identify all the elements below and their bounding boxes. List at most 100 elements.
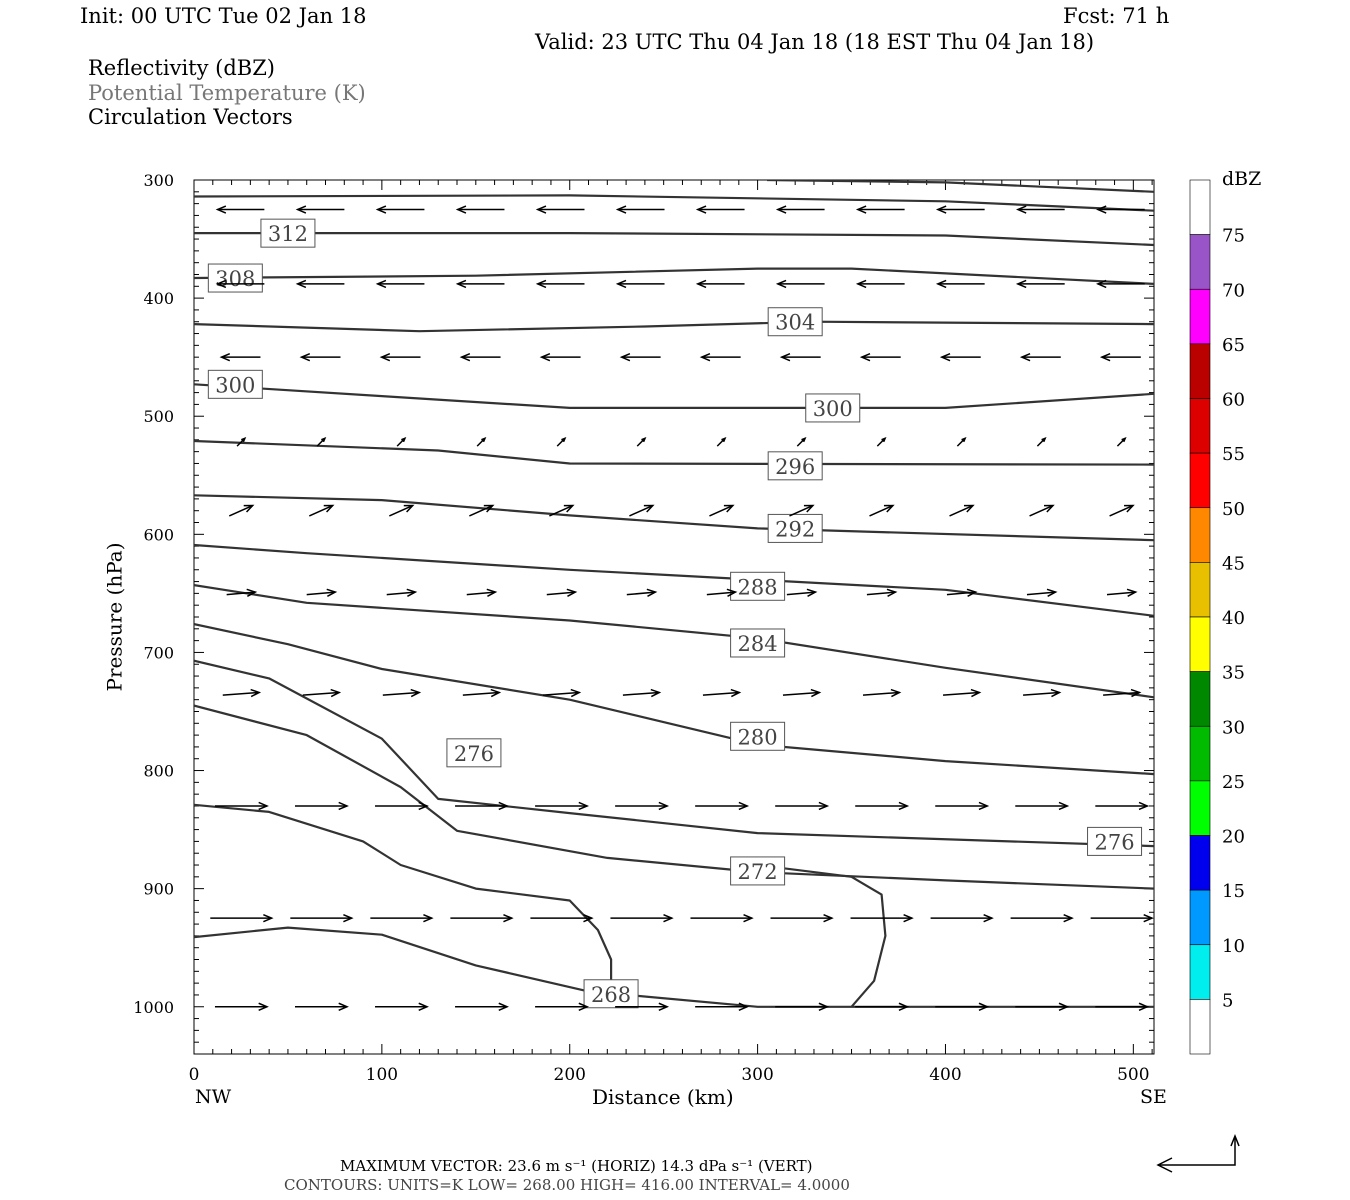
field-vectors: Circulation Vectors xyxy=(88,105,293,129)
vector-arrowhead xyxy=(578,801,590,811)
vector-arrowhead xyxy=(455,205,467,214)
vector-arrowhead xyxy=(886,588,898,597)
vector-arrowhead xyxy=(779,352,791,362)
contours-text: CONTOURS: UNITS=K LOW= 268.00 HIGH= 416.… xyxy=(284,1176,850,1194)
colorbar-label: 40 xyxy=(1222,608,1245,629)
theta-contour-272 xyxy=(194,704,1154,890)
circulation-vector xyxy=(869,504,894,517)
contour-label-box xyxy=(446,738,502,768)
vector-arrowhead xyxy=(939,352,951,362)
y-tick-label: 600 xyxy=(143,525,174,544)
colorbar-label: 70 xyxy=(1222,280,1245,301)
colorbar-swatch xyxy=(1189,288,1211,345)
vector-arrowhead xyxy=(418,801,429,811)
contour-label: 276 xyxy=(454,742,494,766)
contour-label-box xyxy=(767,513,823,543)
vector-arrowhead xyxy=(615,279,627,289)
vector-arrowhead xyxy=(803,504,815,513)
y-tick-label: 400 xyxy=(143,289,174,308)
theta-contour-280 xyxy=(194,623,1154,776)
colorbar-label: 65 xyxy=(1222,335,1245,356)
y-tick-label: 1000 xyxy=(133,998,174,1017)
vector-arrowhead xyxy=(243,504,255,513)
colorbar-label: 15 xyxy=(1222,881,1245,902)
colorbar-swatch xyxy=(1189,835,1211,891)
vector-arrowhead xyxy=(855,279,867,289)
vector-arrowhead xyxy=(775,279,787,289)
vector-arrowhead xyxy=(810,688,822,698)
vector-arrowhead xyxy=(658,801,670,811)
vector-arrowhead xyxy=(983,913,994,923)
vector-arrowhead xyxy=(215,279,227,289)
max-vector-text: MAXIMUM VECTOR: 23.6 m s⁻¹ (HORIZ) 14.3 … xyxy=(340,1157,813,1175)
circulation-vector xyxy=(1106,591,1136,596)
vector-arrowhead xyxy=(881,436,887,443)
vector-arrowhead xyxy=(263,913,274,923)
theta-contour-308 xyxy=(194,267,1154,285)
circulation-vector xyxy=(1026,591,1056,596)
vector-arrowhead xyxy=(330,688,342,698)
vector-arrowhead xyxy=(455,279,467,289)
vector-arrowhead xyxy=(583,913,594,923)
x-tick-label: 400 xyxy=(929,1065,961,1085)
circulation-vector xyxy=(866,591,896,596)
valid-time: Valid: 23 UTC Thu 04 Jan 18 (18 EST Thu … xyxy=(535,30,1095,54)
contour-label: 280 xyxy=(738,725,778,749)
circulation-vector xyxy=(706,591,736,596)
theta-contour-284 xyxy=(194,584,1154,699)
x-axis-label: Distance (km) xyxy=(592,1085,734,1109)
theta-contour-268 xyxy=(194,926,1154,1008)
y-tick-label: 300 xyxy=(143,171,174,190)
vector-arrowhead xyxy=(898,1002,910,1011)
contour-label-box xyxy=(767,307,823,337)
vector-arrowhead xyxy=(375,205,387,214)
theta-contour-304 xyxy=(194,320,1154,333)
contour-label: 300 xyxy=(813,397,853,421)
theta-contour-292 xyxy=(194,494,1154,542)
vector-arrowhead xyxy=(615,205,627,214)
circulation-vector xyxy=(306,591,336,596)
contour-label: 308 xyxy=(215,267,255,291)
theta-contour-296 xyxy=(194,439,1154,466)
colorbar-label: 10 xyxy=(1222,936,1245,957)
vector-arrowhead xyxy=(859,352,871,362)
vector-arrowhead xyxy=(566,588,578,597)
colorbar-label: 20 xyxy=(1222,827,1245,848)
vector-arrowhead xyxy=(775,205,787,214)
reference-vector-arrowheads xyxy=(1156,1133,1240,1173)
x-tick-label: 500 xyxy=(1117,1065,1149,1085)
vector-arrowhead xyxy=(1015,205,1027,214)
vector-arrowhead xyxy=(1138,1002,1150,1011)
circulation-vector xyxy=(226,591,256,596)
reference-vector xyxy=(1158,1138,1236,1166)
contour-label-box xyxy=(1087,826,1143,856)
vector-arrowhead xyxy=(338,1002,349,1011)
vector-arrowhead xyxy=(343,913,354,923)
vector-arrowhead xyxy=(935,279,947,289)
circulation-vector xyxy=(1109,504,1134,517)
vector-arrowhead xyxy=(535,205,547,214)
vector-arrowhead xyxy=(410,688,422,698)
x-tick-label: 100 xyxy=(366,1065,398,1085)
circulation-vector xyxy=(626,591,656,596)
vector-arrowhead xyxy=(743,913,754,923)
circulation-vector xyxy=(549,504,574,517)
vector-arrowhead xyxy=(295,279,307,289)
colorbar-swatch xyxy=(1189,780,1211,836)
vector-arrowhead xyxy=(935,205,947,214)
circulation-vector xyxy=(462,691,500,696)
colorbar-swatch xyxy=(1189,671,1211,727)
forecast-hour: Fcst: 71 h xyxy=(1063,4,1170,28)
contour-label: 288 xyxy=(738,575,778,599)
vector-arrowhead xyxy=(258,801,269,811)
vector-arrowhead xyxy=(406,588,418,597)
vector-arrowhead xyxy=(650,688,662,698)
vector-arrowhead xyxy=(658,1002,670,1011)
colorbar-swatch xyxy=(1189,889,1211,946)
vector-arrowhead xyxy=(730,688,742,698)
vector-arrowhead xyxy=(1044,504,1055,513)
vector-arrowhead xyxy=(483,504,495,513)
vector-arrowhead xyxy=(695,205,707,214)
vector-arrowhead xyxy=(578,1002,590,1011)
circulation-vector xyxy=(1023,691,1060,696)
